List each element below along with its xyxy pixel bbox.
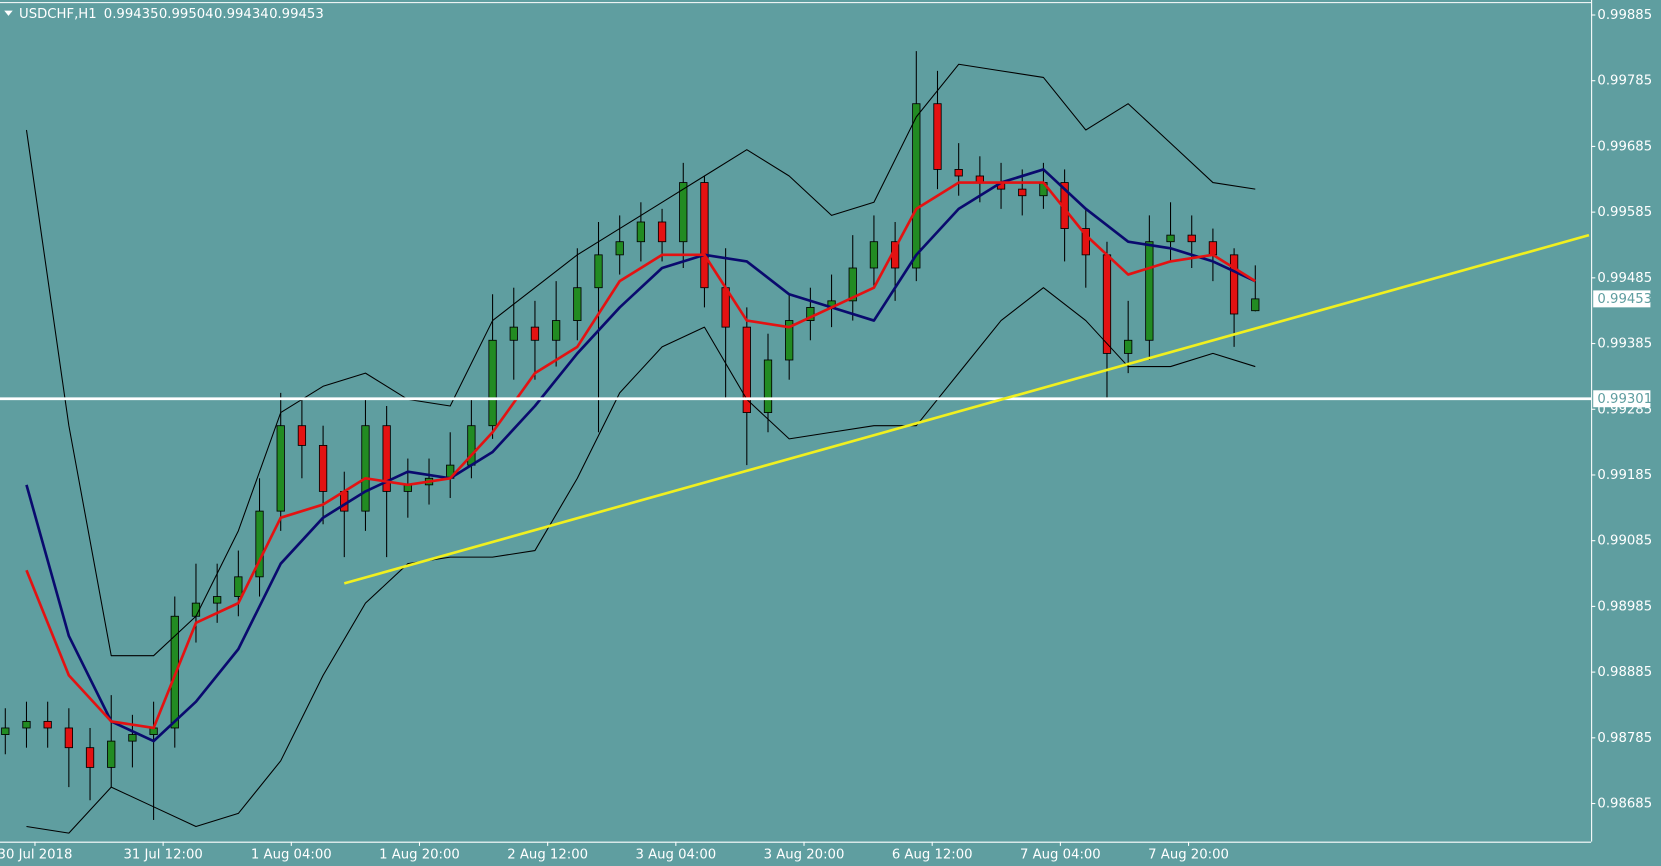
candle-body — [1124, 339, 1133, 354]
y-tick-label: 0.99085 — [1597, 534, 1652, 549]
candle-body — [1145, 241, 1154, 341]
candle-body — [594, 254, 603, 289]
y-tick-label: 0.99785 — [1597, 74, 1652, 89]
x-tick-label: 31 Jul 12:00 — [123, 847, 202, 862]
x-tick-label: 30 Jul 2018 — [0, 847, 72, 862]
menu-arrow[interactable] — [4, 10, 13, 16]
candle-body — [636, 221, 646, 243]
x-tick-label: 3 Aug 20:00 — [764, 847, 845, 862]
indicator-line — [25, 181, 1256, 730]
candle-body — [1018, 188, 1027, 197]
x-tick-label: 7 Aug 04:00 — [1020, 847, 1101, 862]
indicator-line — [25, 63, 1256, 657]
x-tick-label: 7 Aug 20:00 — [1148, 847, 1229, 862]
candle-body — [785, 320, 794, 361]
candle-body — [509, 326, 518, 341]
candle-body — [128, 734, 137, 742]
candle-body — [1, 727, 10, 735]
candle-body — [1208, 241, 1218, 256]
candle-body — [276, 425, 285, 512]
plot — [1, 51, 1260, 834]
ohlc-value: 0.99504 — [159, 7, 214, 22]
candle-body — [615, 241, 624, 256]
candle-body — [530, 326, 540, 341]
x-tick-label: 6 Aug 12:00 — [892, 847, 973, 862]
candle-body — [361, 425, 370, 512]
candle-body — [85, 747, 95, 768]
candle-body — [679, 182, 688, 243]
candle-body — [742, 326, 751, 413]
candle-body — [869, 241, 879, 269]
candle-body — [64, 727, 73, 749]
candle-body — [213, 596, 222, 604]
candle-body — [1166, 234, 1175, 243]
x-tick-label: 1 Aug 20:00 — [379, 847, 460, 862]
ohlc-value: 0.99434 — [214, 7, 269, 22]
y-tick-label: 0.99685 — [1597, 139, 1652, 154]
candle-body — [107, 740, 116, 768]
candle-body — [763, 359, 773, 413]
candle-body — [1251, 298, 1260, 312]
y-tick-label: 0.99585 — [1597, 205, 1652, 220]
y-tick-label: 0.99885 — [1597, 8, 1652, 23]
price-tag — [1593, 290, 1651, 308]
candle-body — [382, 425, 391, 492]
hline-tag — [1593, 390, 1651, 408]
candle-body — [657, 221, 667, 243]
candle-body — [573, 287, 582, 321]
candle-body — [954, 169, 963, 177]
candle-body — [43, 720, 52, 729]
candle-body — [1102, 254, 1112, 354]
y-tick-label: 0.99185 — [1597, 468, 1652, 483]
candle-body — [255, 510, 264, 578]
symbol: USDCHF,H1 — [19, 7, 97, 22]
y-tick-label: 0.98785 — [1597, 731, 1652, 746]
x-tick-label: 2 Aug 12:00 — [507, 847, 588, 862]
indicator-line — [25, 168, 1256, 743]
candle-body — [912, 103, 921, 269]
ohlc-value: 0.99453 — [269, 7, 324, 22]
x-tick-label: 1 Aug 04:00 — [251, 847, 332, 862]
y-tick-label: 0.99485 — [1597, 271, 1652, 286]
candle-body — [1187, 234, 1196, 243]
indicator-line — [26, 287, 1256, 834]
candle-body — [488, 339, 497, 427]
candle-body — [1229, 254, 1239, 315]
candle-body — [22, 720, 31, 729]
candle-body — [234, 576, 243, 597]
candle-body — [552, 320, 561, 341]
y-tick-label: 0.98985 — [1597, 599, 1652, 614]
hline-label: 0.99301 — [1597, 392, 1652, 407]
candle-body — [806, 306, 815, 321]
y-tick-label: 0.98685 — [1597, 797, 1652, 812]
candle-body — [1081, 228, 1090, 256]
y-tick-label: 0.98885 — [1597, 665, 1652, 680]
candle-body — [297, 425, 307, 446]
trend-line — [343, 233, 1590, 585]
candle-body — [318, 444, 328, 492]
candle-body — [700, 182, 709, 289]
candle-body — [933, 103, 942, 170]
ohlc-value: 0.99435 — [104, 7, 159, 22]
x-tick-label: 3 Aug 04:00 — [635, 847, 716, 862]
y-tick-label: 0.99385 — [1597, 337, 1652, 352]
price-label: 0.99453 — [1597, 292, 1652, 307]
candle-body — [848, 267, 857, 302]
candle-body — [191, 602, 201, 617]
